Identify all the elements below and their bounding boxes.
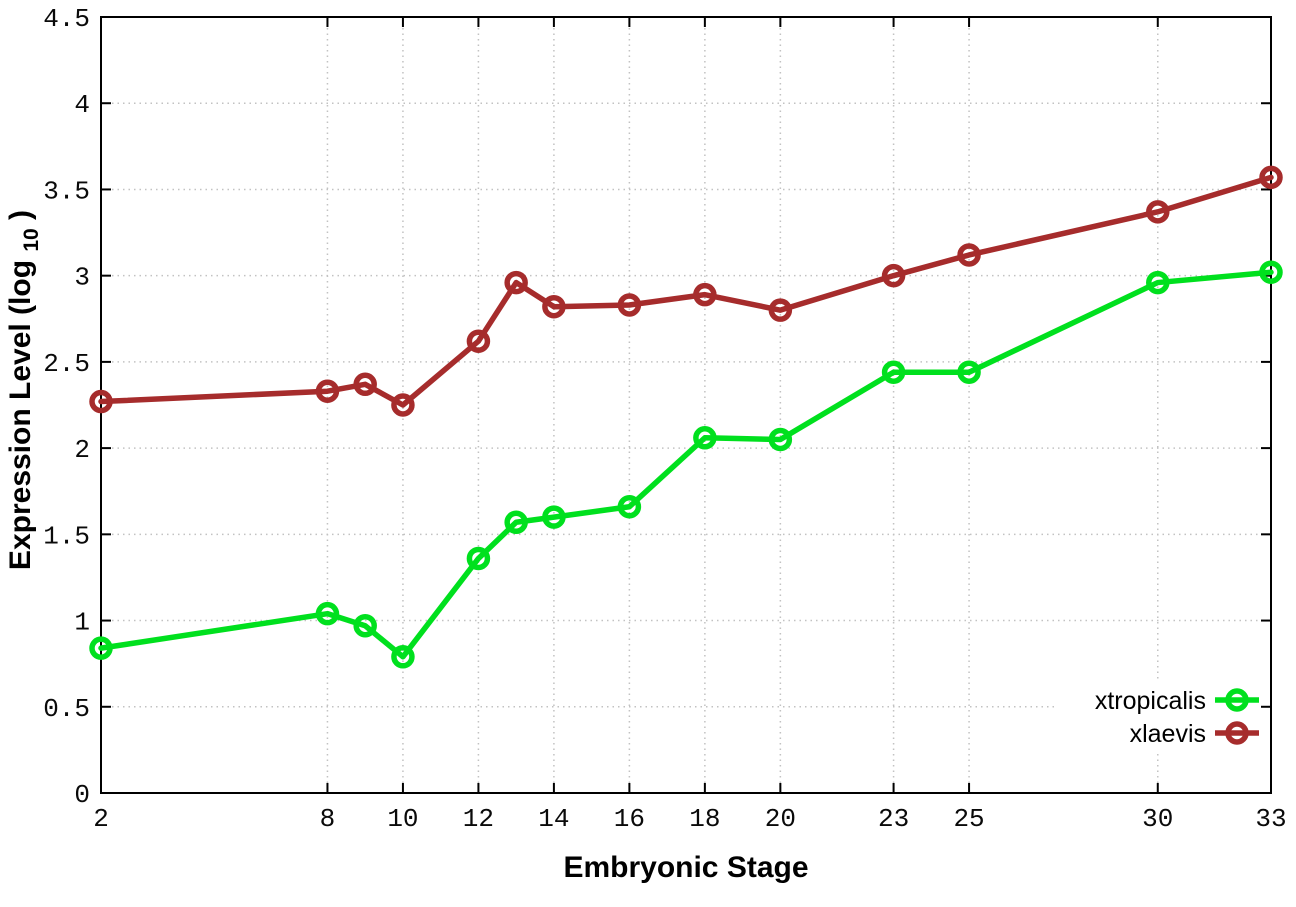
data-point-xlaevis-stage-10 bbox=[391, 393, 415, 417]
x-tick-label-33: 33 bbox=[1255, 804, 1286, 834]
data-point-xtropicalis-stage-23 bbox=[881, 360, 906, 384]
data-point-xlaevis-stage-12 bbox=[466, 329, 491, 353]
y-tick-label-2: 2 bbox=[74, 435, 90, 465]
data-point-xlaevis-stage-8 bbox=[315, 379, 340, 403]
data-point-xtropicalis-stage-25 bbox=[957, 360, 981, 384]
y-tick-label-3: 3 bbox=[74, 263, 90, 293]
y-tick-label-1: 1 bbox=[74, 608, 90, 638]
legend-marker-xlaevis bbox=[1225, 721, 1249, 745]
x-axis-label: Embryonic Stage bbox=[563, 851, 808, 884]
data-point-xlaevis-stage-2 bbox=[89, 389, 113, 414]
legend-marker-xtropicalis bbox=[1225, 688, 1249, 712]
data-point-xtropicalis-stage-12 bbox=[466, 546, 491, 571]
data-point-xtropicalis-stage-33 bbox=[1259, 260, 1283, 284]
data-point-xlaevis-stage-30 bbox=[1146, 200, 1170, 224]
data-point-xlaevis-stage-14 bbox=[542, 294, 566, 319]
y-axis-label-main: Expression Level (log bbox=[4, 260, 37, 570]
x-tick-label-10: 10 bbox=[387, 804, 418, 834]
x-tick-label-14: 14 bbox=[538, 804, 569, 834]
y-tick-label-4: 4 bbox=[74, 90, 90, 120]
data-point-xtropicalis-stage-8 bbox=[315, 601, 340, 626]
series-line-xlaevis bbox=[98, 174, 1274, 408]
legend-label-xlaevis: xlaevis bbox=[1130, 720, 1206, 748]
y-tick-label-4.5: 4.5 bbox=[43, 4, 90, 34]
y-tick-label-2.5: 2.5 bbox=[43, 349, 90, 379]
y-tick-label-1.5: 1.5 bbox=[43, 521, 90, 551]
data-point-xtropicalis-stage-10 bbox=[391, 645, 415, 669]
x-tick-label-18: 18 bbox=[689, 804, 720, 834]
data-point-xtropicalis-stage-30 bbox=[1146, 270, 1170, 295]
data-point-xtropicalis-stage-2 bbox=[89, 636, 113, 660]
data-point-xtropicalis-stage-18 bbox=[693, 426, 717, 450]
data-point-xtropicalis-stage-14 bbox=[542, 505, 566, 529]
x-tick-label-20: 20 bbox=[765, 804, 796, 834]
series-line-xtropicalis bbox=[98, 269, 1274, 660]
data-point-xlaevis-stage-23 bbox=[881, 263, 906, 288]
data-point-xlaevis-stage-20 bbox=[768, 298, 793, 322]
x-tick-label-23: 23 bbox=[878, 804, 909, 834]
data-point-xlaevis-stage-18 bbox=[693, 282, 717, 307]
y-axis-label-close: ) bbox=[4, 210, 37, 220]
x-tick-label-2: 2 bbox=[93, 804, 109, 834]
data-point-xlaevis-stage-33 bbox=[1259, 165, 1283, 190]
x-tick-label-25: 25 bbox=[953, 804, 984, 834]
y-axis-label-subscript: 10 bbox=[20, 228, 43, 251]
x-tick-label-30: 30 bbox=[1142, 804, 1173, 834]
y-axis-label: Expression Level (log 10 ) bbox=[4, 210, 45, 570]
y-tick-label-3.5: 3.5 bbox=[43, 176, 90, 206]
data-point-xlaevis-stage-16 bbox=[617, 293, 642, 317]
data-point-xlaevis-stage-9 bbox=[353, 372, 377, 397]
y-tick-label-0: 0 bbox=[74, 780, 90, 810]
data-point-xtropicalis-stage-13 bbox=[504, 510, 528, 535]
x-tick-label-8: 8 bbox=[320, 804, 336, 834]
x-tick-label-16: 16 bbox=[614, 804, 645, 834]
data-point-xlaevis-stage-25 bbox=[957, 243, 981, 267]
x-tick-label-12: 12 bbox=[463, 804, 494, 834]
data-point-xlaevis-stage-13 bbox=[504, 270, 528, 295]
plot-border bbox=[100, 16, 1272, 794]
legend-label-xtropicalis: xtropicalis bbox=[1095, 687, 1206, 715]
y-tick-label-0.5: 0.5 bbox=[43, 694, 90, 724]
data-point-xtropicalis-stage-9 bbox=[353, 613, 377, 638]
data-point-xtropicalis-stage-16 bbox=[617, 494, 642, 519]
data-point-xtropicalis-stage-20 bbox=[768, 427, 793, 452]
